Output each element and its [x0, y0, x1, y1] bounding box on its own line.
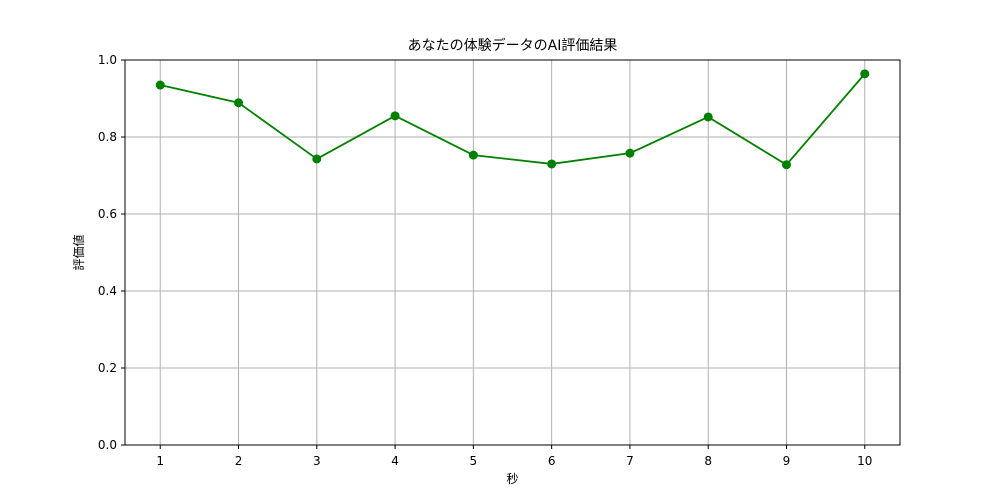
axis-ticks: 1 2 3 4 5 6 7 8 9 10 0.0 0.2 0.4 0.6 0.8 1.0 [98, 53, 873, 468]
x-tick-label: 2 [235, 454, 243, 468]
grid [125, 59, 900, 446]
data-point [234, 98, 244, 108]
x-tick-label: 4 [391, 454, 399, 468]
data-point [547, 159, 557, 169]
y-tick-label: 0.0 [98, 438, 117, 452]
data-point [860, 69, 870, 79]
y-tick-label: 0.6 [98, 207, 117, 221]
x-tick-label: 9 [783, 454, 791, 468]
y-tick-label: 1.0 [98, 53, 117, 67]
chart-title: あなたの体験データのAI評価結果 [408, 37, 618, 54]
data-point [703, 112, 713, 122]
series-line-group [160, 73, 866, 166]
x-tick-label: 8 [704, 454, 712, 468]
y-tick-label: 0.4 [98, 284, 117, 298]
series-line [160, 73, 866, 166]
data-point [781, 160, 791, 170]
x-tick-label: 6 [548, 454, 556, 468]
data-point [625, 148, 635, 158]
x-tick-label: 7 [626, 454, 634, 468]
y-axis-label: 評価値 [71, 234, 86, 270]
data-point [155, 80, 165, 90]
plot-area-frame [124, 59, 901, 446]
x-tick-label: 5 [470, 454, 478, 468]
x-tick-label: 1 [156, 454, 164, 468]
data-point [312, 154, 322, 164]
x-tick-label: 3 [313, 454, 321, 468]
x-tick-label: 10 [857, 454, 872, 468]
data-point [468, 150, 478, 160]
data-points [155, 69, 870, 170]
y-tick-label: 0.8 [98, 130, 117, 144]
x-axis-label: 秒 [506, 472, 518, 486]
data-point [390, 111, 400, 121]
y-tick-label: 0.2 [98, 361, 117, 375]
